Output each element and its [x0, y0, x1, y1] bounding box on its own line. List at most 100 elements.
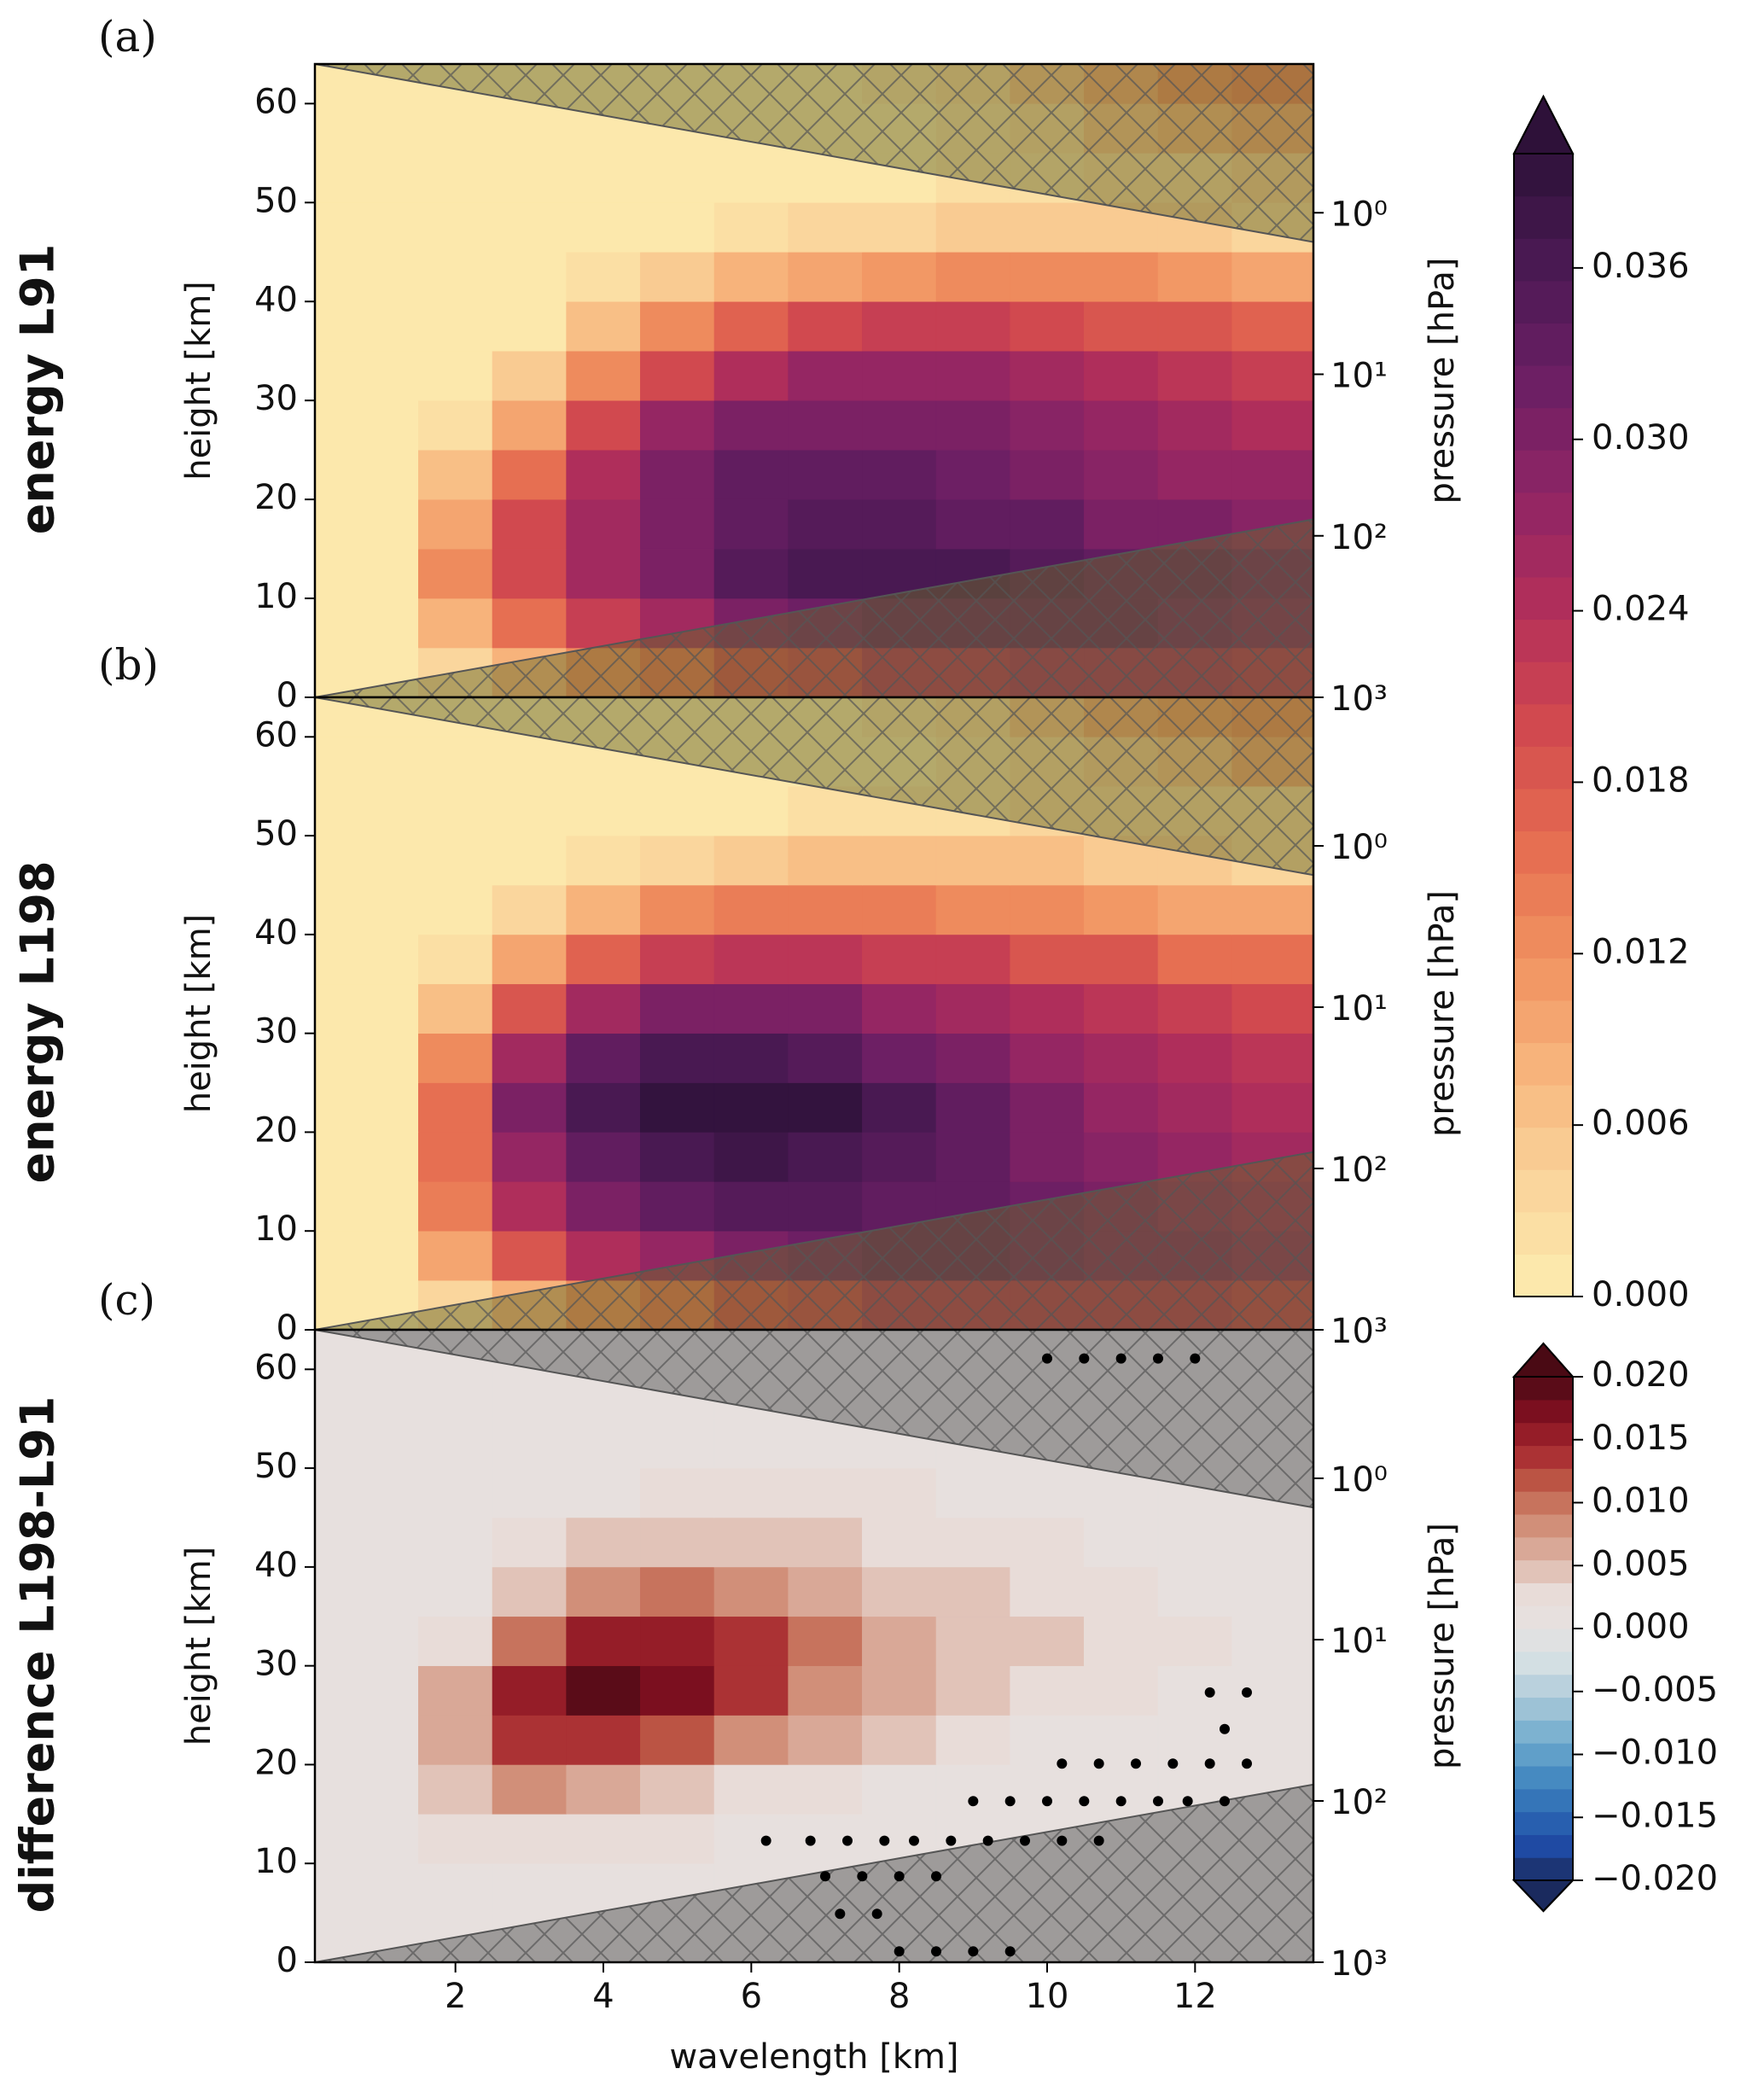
stipple-dot: [1093, 1758, 1104, 1769]
heatmap-cell: [640, 350, 715, 401]
colorbar-band: [1514, 238, 1573, 282]
y2-tick-label: 10³: [1330, 1312, 1388, 1351]
heatmap-cell: [1231, 449, 1314, 500]
colorbar-band: [1514, 915, 1573, 959]
heatmap-cell: [1010, 202, 1085, 253]
heatmap-cell: [713, 1418, 789, 1469]
heatmap-cell: [788, 1566, 863, 1617]
heatmap-cell: [935, 934, 1010, 985]
x-tick-label: 12: [1173, 1977, 1217, 2016]
heatmap-cell: [1084, 1715, 1159, 1765]
heatmap-cell: [862, 884, 937, 935]
heatmap-cell: [418, 498, 493, 550]
heatmap-cell: [788, 1082, 863, 1133]
colorbar-band: [1514, 1254, 1573, 1297]
hatch: [315, 519, 1313, 697]
stipple-dot: [1220, 1723, 1230, 1734]
heatmap-cell: [566, 548, 641, 599]
heatmap-cell: [713, 251, 789, 302]
heatmap-cell: [566, 449, 641, 500]
heatmap-cell: [1084, 350, 1159, 401]
heatmap-cell: [492, 449, 567, 500]
heatmap-cell: [1010, 251, 1085, 302]
heatmap-cell: [566, 934, 641, 985]
colorbar-band: [1514, 1651, 1573, 1675]
heatmap-cell: [1010, 449, 1085, 500]
heatmap-cell: [1084, 300, 1159, 352]
colorbar-tick-label: 0.006: [1592, 1104, 1690, 1143]
heatmap-cell: [862, 1566, 937, 1617]
heatmap-cell: [418, 449, 493, 500]
stipple-dot: [1115, 1353, 1127, 1364]
y-tick-label: 30: [254, 1645, 298, 1684]
heatmap-cell: [788, 1665, 863, 1716]
heatmap-cell: [862, 1616, 937, 1666]
heatmap-cell: [713, 1517, 789, 1568]
colorbar-band: [1514, 1085, 1573, 1128]
heatmap-cell: [935, 1467, 1010, 1518]
heatmap-cell: [788, 350, 863, 401]
heatmap-cell: [640, 1033, 715, 1083]
stipple-dot: [871, 1908, 882, 1920]
heatmap-cell: [1010, 983, 1085, 1034]
heatmap-cell: [314, 1369, 419, 1419]
heatmap-cell: [640, 1764, 715, 1815]
heatmap-cell: [1157, 399, 1232, 451]
colorbar-band: [1514, 1674, 1573, 1699]
heatmap-cell: [862, 1517, 937, 1568]
heatmap-cell: [640, 1181, 715, 1232]
heatmap-cell: [862, 1033, 937, 1083]
heatmap-cell: [640, 1418, 715, 1469]
heatmap-cell: [566, 202, 641, 253]
heatmap-cell: [418, 884, 493, 935]
heatmap-cell: [566, 153, 641, 203]
heatmap-cell: [1157, 1665, 1232, 1716]
stipple-dot: [931, 1871, 941, 1882]
heatmap-cell: [492, 1230, 567, 1281]
heatmap-cell: [492, 785, 567, 836]
colorbar-band: [1514, 746, 1573, 790]
x-tick-label: 6: [741, 1977, 762, 2016]
heatmap-cell: [935, 1616, 1010, 1666]
colorbar-band: [1514, 1377, 1573, 1401]
colorbar-band: [1514, 1605, 1573, 1629]
heatmap-cell: [640, 1467, 715, 1518]
heatmap-cell: [640, 300, 715, 352]
colorbar-band: [1514, 407, 1573, 451]
heatmap-cell: [935, 835, 1010, 886]
heatmap-cell: [640, 1082, 715, 1133]
heatmap-cell: [314, 1230, 419, 1281]
heatmap-cell: [492, 1616, 567, 1666]
stipple-dot: [1079, 1353, 1090, 1364]
stipple-dot: [842, 1835, 853, 1846]
heatmap-cell: [788, 1764, 863, 1815]
heatmap-cell: [418, 1132, 493, 1182]
heatmap-cell: [314, 103, 419, 154]
heatmap-cell: [788, 1616, 863, 1666]
heatmap-cell: [1231, 399, 1314, 451]
heatmap-cell: [1084, 884, 1159, 935]
heatmap-cell: [566, 498, 641, 550]
heatmap-cell: [862, 202, 937, 253]
y-tick-label: 60: [254, 1348, 298, 1387]
y2-tick-label: 10⁰: [1330, 1460, 1388, 1500]
colorbar-band: [1514, 788, 1573, 832]
heatmap-cell: [1084, 251, 1159, 302]
heatmap-cell: [788, 1418, 863, 1469]
stipple-dot: [909, 1835, 919, 1846]
colorbar-band: [1514, 1811, 1573, 1835]
heatmap-cell: [935, 350, 1010, 401]
heatmap-cell: [862, 449, 937, 500]
stipple-dot: [1004, 1946, 1016, 1957]
y-tick-label: 60: [254, 715, 298, 755]
heatmap-cell: [566, 1616, 641, 1666]
heatmap-cell: [713, 1467, 789, 1518]
heatmap-cell: [418, 934, 493, 985]
heatmap-cell: [1010, 1616, 1085, 1666]
colorbar-band: [1514, 1422, 1573, 1447]
heatmap-cell: [492, 1467, 567, 1518]
heatmap-cell: [492, 1418, 567, 1469]
heatmap-cell: [492, 597, 567, 649]
heatmap-cell: [492, 1665, 567, 1716]
heatmap-cell: [566, 399, 641, 451]
